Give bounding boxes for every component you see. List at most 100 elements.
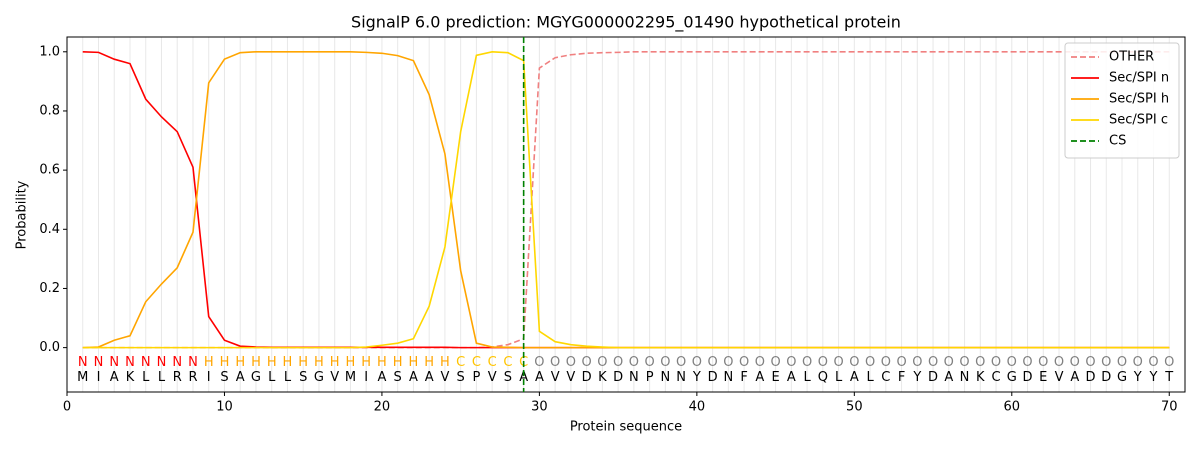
residue-label: K <box>126 370 135 385</box>
residue-label: D <box>1023 370 1033 385</box>
residue-label: T <box>1164 370 1173 385</box>
residue-label: V <box>1055 370 1064 385</box>
residue-label: Y <box>1149 370 1158 385</box>
region-label: O <box>1148 355 1158 370</box>
x-tick-label: 30 <box>531 400 548 415</box>
region-label: N <box>94 355 104 370</box>
residue-label: L <box>268 370 276 385</box>
residue-label: Y <box>692 370 701 385</box>
region-label: O <box>723 355 733 370</box>
residue-label: P <box>472 370 480 385</box>
region-label: O <box>1133 355 1143 370</box>
region-label: H <box>409 355 419 370</box>
residue-label: A <box>1070 370 1079 385</box>
residue-label: A <box>425 370 434 385</box>
region-label: C <box>503 355 512 370</box>
residue-label: P <box>646 370 654 385</box>
legend-box <box>1064 42 1180 159</box>
plot-frame <box>66 36 1186 393</box>
residue-label: V <box>330 370 339 385</box>
region-label: N <box>78 355 88 370</box>
residue-label: V <box>551 370 560 385</box>
region-label: H <box>346 355 356 370</box>
region-label: H <box>267 355 277 370</box>
region-label: O <box>1022 355 1032 370</box>
region-label: O <box>613 355 623 370</box>
legend-label: CS <box>1109 134 1126 149</box>
region-label: H <box>220 355 230 370</box>
region-label: O <box>802 355 812 370</box>
residue-label: D <box>582 370 592 385</box>
y-tick-label: 0.8 <box>39 103 60 118</box>
residue-label: D <box>1086 370 1096 385</box>
region-label: O <box>849 355 859 370</box>
region-label: N <box>125 355 135 370</box>
x-tick-label: 40 <box>689 400 706 415</box>
legend-label: Sec/SPI h <box>1109 92 1169 107</box>
residue-label: G <box>1117 370 1127 385</box>
residue-label: A <box>110 370 119 385</box>
region-label: H <box>314 355 324 370</box>
residue-label: S <box>457 370 465 385</box>
residue-label: G <box>1007 370 1017 385</box>
residue-label: N <box>960 370 970 385</box>
region-label: O <box>1054 355 1064 370</box>
residue-label: N <box>629 370 639 385</box>
chart-title: SignalP 6.0 prediction: MGYG000002295_01… <box>351 13 901 33</box>
residue-label: V <box>488 370 497 385</box>
residue-label: A <box>535 370 544 385</box>
region-label: H <box>377 355 387 370</box>
residue-label: I <box>207 370 211 385</box>
residue-label: S <box>220 370 228 385</box>
x-tick-label: 20 <box>374 400 391 415</box>
region-label: C <box>472 355 481 370</box>
residue-label: A <box>944 370 953 385</box>
residue-label: L <box>142 370 150 385</box>
region-label: H <box>424 355 434 370</box>
region-label: O <box>566 355 576 370</box>
region-label: O <box>739 355 749 370</box>
residue-label: G <box>251 370 261 385</box>
region-label: H <box>283 355 293 370</box>
y-tick-label: 0.4 <box>39 222 60 237</box>
region-label: O <box>1007 355 1017 370</box>
residue-label: A <box>377 370 386 385</box>
residue-label: A <box>755 370 764 385</box>
region-label: O <box>660 355 670 370</box>
residue-label: D <box>1101 370 1111 385</box>
residue-label: N <box>723 370 733 385</box>
residue-label: S <box>394 370 402 385</box>
residue-label: C <box>992 370 1001 385</box>
y-tick-label: 0.6 <box>39 163 60 178</box>
region-label: O <box>881 355 891 370</box>
region-label: O <box>692 355 702 370</box>
region-label: O <box>582 355 592 370</box>
region-label: O <box>786 355 796 370</box>
residue-label: D <box>613 370 623 385</box>
y-tick-label: 0.2 <box>39 281 60 296</box>
y-tick-label: 0.0 <box>39 340 60 355</box>
residue-label: L <box>284 370 292 385</box>
x-tick-label: 0 <box>63 400 71 415</box>
y-axis-label: Probability <box>15 180 30 249</box>
residue-label: Y <box>912 370 921 385</box>
residue-label: F <box>740 370 747 385</box>
residue-label: S <box>299 370 307 385</box>
region-label: O <box>912 355 922 370</box>
region-label: O <box>1101 355 1111 370</box>
residue-label: L <box>803 370 811 385</box>
region-label: H <box>440 355 450 370</box>
residue-label: A <box>519 370 528 385</box>
region-label: O <box>597 355 607 370</box>
residue-label: Q <box>818 370 828 385</box>
residue-label: N <box>676 370 686 385</box>
residue-label: E <box>1039 370 1047 385</box>
y-tick-label: 1.0 <box>39 44 60 59</box>
region-label: H <box>330 355 340 370</box>
region-label: N <box>157 355 167 370</box>
residue-label: I <box>97 370 101 385</box>
region-label: O <box>944 355 954 370</box>
region-label: H <box>251 355 261 370</box>
residue-label: M <box>345 370 356 385</box>
